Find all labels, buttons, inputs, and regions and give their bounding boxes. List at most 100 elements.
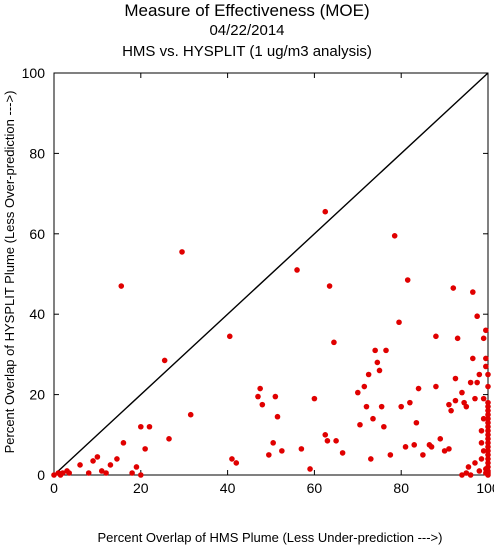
- data-point: [391, 233, 398, 239]
- data-point: [411, 442, 418, 448]
- data-point: [322, 432, 329, 438]
- data-point: [459, 389, 465, 396]
- data-point: [485, 436, 491, 442]
- data-point: [161, 357, 168, 364]
- data-point: [187, 411, 194, 418]
- data-point: [120, 440, 127, 446]
- x-tick-label: 80: [393, 480, 409, 496]
- data-point: [472, 395, 478, 402]
- data-point: [259, 401, 266, 408]
- data-point: [485, 383, 491, 390]
- data-point: [476, 468, 483, 474]
- data-point: [463, 403, 470, 410]
- data-point: [485, 411, 491, 418]
- data-point: [274, 413, 281, 420]
- data-point: [326, 283, 333, 289]
- data-point: [448, 407, 454, 414]
- data-point: [402, 444, 409, 450]
- chart-date: 04/22/2014: [209, 22, 285, 39]
- data-point: [233, 460, 240, 466]
- data-point: [179, 249, 185, 255]
- data-point: [437, 436, 444, 442]
- data-point: [118, 283, 125, 289]
- data-point: [483, 363, 489, 370]
- chart-title: Measure of Effectiveness (MOE): [124, 1, 370, 20]
- data-point: [229, 456, 235, 462]
- data-point: [98, 468, 105, 474]
- data-point: [365, 371, 372, 378]
- data-point: [480, 415, 487, 422]
- data-point: [133, 464, 140, 470]
- data-point: [478, 440, 485, 446]
- data-point: [485, 427, 491, 434]
- data-point: [331, 339, 337, 346]
- reference-line: [53, 72, 489, 476]
- data-point: [363, 403, 370, 410]
- data-point: [372, 347, 378, 354]
- data-point: [322, 208, 329, 215]
- data-point: [454, 335, 461, 342]
- data-point: [483, 470, 489, 476]
- x-tick-label: 60: [307, 480, 323, 496]
- data-point: [485, 399, 491, 406]
- data-point: [103, 470, 109, 476]
- data-point: [142, 446, 148, 452]
- data-point: [361, 383, 368, 390]
- data-point: [485, 440, 491, 446]
- data-point: [478, 427, 485, 434]
- data-point: [378, 403, 385, 410]
- data-point: [107, 462, 114, 468]
- data-point: [294, 267, 300, 273]
- data-point: [257, 385, 263, 392]
- data-point: [480, 448, 487, 454]
- x-tick-label: 20: [133, 480, 149, 496]
- data-point: [51, 472, 57, 478]
- data-point: [226, 333, 233, 340]
- data-point: [266, 452, 272, 458]
- data-point: [114, 456, 120, 462]
- data-point: [407, 399, 413, 406]
- data-point: [467, 472, 474, 478]
- data-point: [355, 389, 361, 396]
- data-point: [324, 438, 331, 444]
- data-point: [404, 277, 411, 283]
- data-point: [485, 460, 491, 466]
- data-point: [470, 289, 476, 295]
- data-point: [463, 470, 470, 476]
- data-point: [413, 419, 420, 426]
- data-point: [476, 371, 483, 378]
- data-point: [472, 460, 478, 466]
- data-point: [446, 446, 452, 452]
- y-tick-label: 80: [29, 145, 45, 161]
- data-point: [272, 393, 279, 400]
- data-point: [370, 415, 376, 422]
- data-point: [485, 403, 491, 410]
- data-point: [483, 466, 489, 472]
- data-point: [478, 456, 485, 462]
- data-point: [485, 448, 491, 454]
- y-tick-label: 0: [37, 467, 45, 483]
- data-point: [90, 458, 96, 464]
- data-point: [381, 423, 387, 430]
- data-point: [441, 448, 448, 454]
- data-point: [374, 359, 381, 366]
- y-tick-label: 100: [22, 65, 46, 81]
- data-point: [485, 415, 491, 422]
- data-point: [368, 456, 374, 462]
- y-tick-label: 40: [29, 306, 45, 322]
- data-point: [415, 385, 422, 392]
- data-point: [474, 313, 480, 320]
- data-point: [483, 327, 489, 334]
- data-point: [357, 421, 363, 428]
- plot-frame: [53, 72, 489, 476]
- data-point: [94, 454, 101, 460]
- data-point: [383, 347, 389, 354]
- data-point: [298, 446, 305, 452]
- data-point: [339, 450, 346, 456]
- data-point: [474, 379, 480, 386]
- data-point: [138, 423, 144, 430]
- y-tick-label: 60: [29, 226, 45, 242]
- data-point: [485, 419, 491, 426]
- data-point: [483, 355, 489, 362]
